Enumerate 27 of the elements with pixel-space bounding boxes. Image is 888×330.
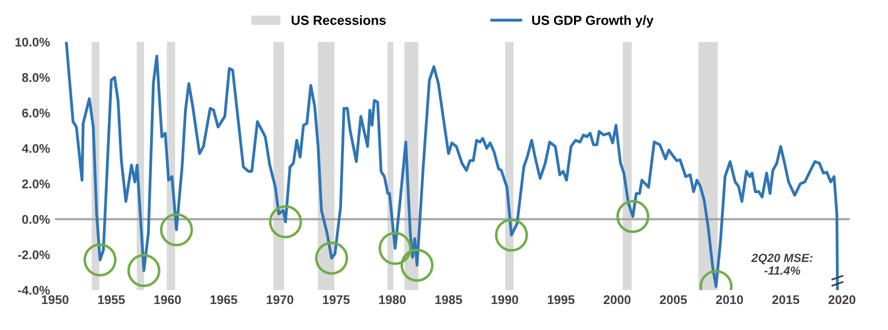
y-tick-label: 10.0% [16, 38, 50, 47]
x-tick-label: 1975 [322, 295, 350, 304]
x-tick-label: 1980 [379, 295, 406, 304]
y-tick-label: 8.0% [22, 73, 50, 82]
x-tick-label: 2005 [660, 295, 687, 304]
x-tick-label: 1970 [266, 295, 294, 304]
y-tick-label: 4.0% [22, 144, 50, 153]
legend-label: US Recessions [292, 15, 386, 25]
x-tick-label: 1985 [435, 295, 462, 304]
x-tick-label: 2015 [772, 295, 800, 304]
x-tick-label: 1955 [98, 295, 125, 304]
x-tick-label: 1990 [492, 295, 518, 304]
line-series [64, 42, 839, 290]
y-tick-label: -4.0% [18, 286, 50, 295]
x-tick-label: 1960 [154, 295, 181, 304]
x-tick-label: 1995 [548, 295, 574, 304]
legend-label: US GDP Growth y/y [532, 15, 654, 28]
x-tick-label: 2000 [604, 295, 631, 304]
y-tick-label: -2.0% [18, 250, 50, 260]
y-tick-label: 2.0% [22, 180, 50, 188]
x-tick-label: 2020 [828, 295, 856, 304]
annotation: 2Q20 MSE: -11.4% [751, 254, 812, 275]
x-tick-label: 1965 [210, 295, 238, 304]
y-tick-label: 6.0% [22, 108, 50, 118]
y-tick-label: 0.0% [22, 214, 50, 224]
x-tick-label: 1950 [42, 295, 68, 304]
x-tick-label: 2010 [716, 295, 743, 304]
